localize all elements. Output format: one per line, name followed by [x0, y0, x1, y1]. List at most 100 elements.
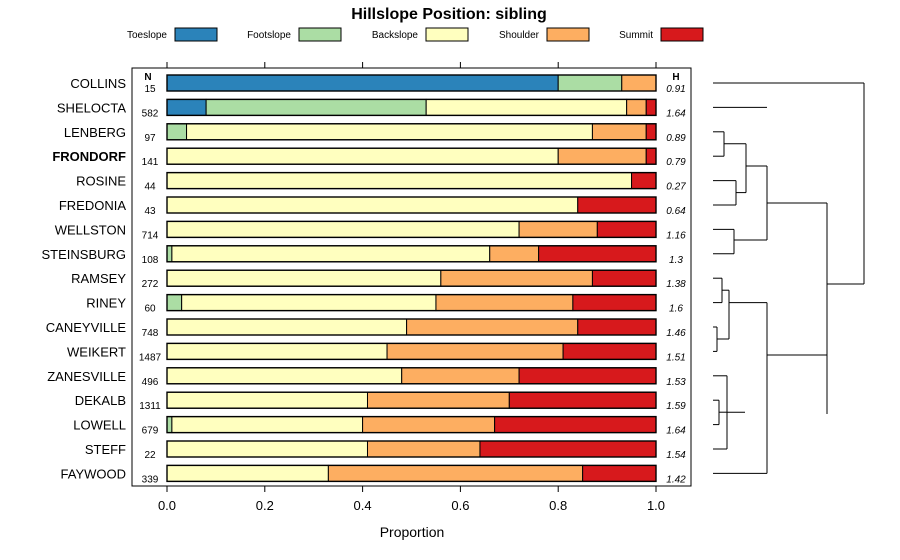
category-label-lenberg: LENBERG: [64, 125, 126, 140]
h-value-dekalb: 1.59: [666, 401, 686, 412]
bar-lenberg-summit: [645, 123, 657, 141]
h-value-frondorf: 0.79: [666, 157, 686, 168]
legend-swatch-toeslope: [174, 27, 218, 42]
bar-frondorf-backslope: [166, 147, 559, 165]
bar-rosine-summit: [631, 172, 657, 190]
bar-steinsburg-shoulder: [489, 245, 540, 263]
n-value-riney: 60: [144, 304, 156, 315]
h-value-wellston: 1.16: [666, 230, 686, 241]
n-value-dekalb: 1311: [139, 401, 161, 412]
bar-outline-weikert: [166, 342, 657, 361]
bar-outline-zanesville: [166, 367, 657, 385]
bar-frondorf-summit: [645, 147, 657, 165]
bar-lowell-shoulder: [362, 416, 496, 434]
bar-steff-summit: [479, 440, 657, 458]
bar-outline-steinsburg: [166, 245, 657, 263]
row-frondorf: FRONDORF 141 0.79: [52, 147, 686, 168]
bar-wellston-shoulder: [518, 220, 598, 238]
bar-zanesville-summit: [518, 367, 657, 385]
h-value-rosine: 0.27: [666, 182, 686, 193]
bar-lowell-summit: [494, 416, 657, 434]
h-value-zanesville: 1.53: [666, 377, 686, 388]
row-fredonia: FREDONIA 43 0.64: [59, 196, 686, 217]
bar-wellston-summit: [596, 220, 657, 238]
bar-collins-footslope: [557, 74, 623, 92]
bar-caneyville-backslope: [166, 318, 408, 336]
bar-outline-faywood: [166, 464, 657, 483]
bar-frondorf-shoulder: [557, 147, 647, 165]
category-label-caneyville: CANEYVILLE: [46, 320, 127, 335]
x-tick-label-2: 0.4: [354, 498, 372, 513]
bar-weikert-backslope: [166, 342, 388, 360]
category-label-lowell: LOWELL: [73, 418, 126, 433]
legend-label-summit: Summit: [619, 30, 653, 41]
bar-riney-footslope: [166, 294, 183, 312]
row-dekalb: DEKALB 1311 1.59: [75, 391, 686, 412]
legend: Toeslope Footslope Backslope Shoulder Summit: [127, 27, 704, 42]
n-value-zanesville: 496: [142, 377, 159, 388]
bar-outline-collins: [166, 74, 657, 92]
row-shelocta: SHELOCTA 582 1.64: [57, 98, 686, 119]
legend-label-footslope: Footslope: [247, 30, 291, 41]
row-ramsey: RAMSEY 272 1.38: [71, 269, 686, 290]
category-label-shelocta: SHELOCTA: [57, 100, 126, 115]
bar-fredonia-backslope: [166, 196, 579, 214]
row-faywood: FAYWOOD 339 1.42: [61, 464, 686, 485]
chart-title: Hillslope Position: sibling: [351, 6, 547, 23]
h-value-lowell: 1.64: [666, 426, 686, 437]
bar-outline-steff: [166, 440, 657, 458]
n-value-caneyville: 748: [142, 328, 159, 339]
bar-outline-riney: [166, 293, 657, 312]
bar-weikert-summit: [562, 342, 657, 360]
n-value-weikert: 1487: [139, 352, 162, 363]
category-label-wellston: WELLSTON: [55, 222, 126, 237]
bar-steinsburg-footslope: [166, 245, 173, 263]
bar-steinsburg-summit: [538, 245, 657, 263]
bar-lenberg-footslope: [166, 123, 188, 141]
x-tick-label-5: 1.0: [647, 498, 665, 513]
legend-label-backslope: Backslope: [372, 30, 419, 41]
row-zanesville: ZANESVILLE 496 1.53: [47, 367, 686, 388]
bar-dekalb-backslope: [166, 391, 368, 409]
row-collins: COLLINS 15 0.91: [70, 74, 686, 95]
x-tick-label-0: 0.0: [158, 498, 176, 513]
bar-zanesville-backslope: [166, 367, 403, 385]
n-value-fredonia: 43: [144, 206, 156, 217]
category-label-steinsburg: STEINSBURG: [41, 247, 126, 262]
bar-faywood-summit: [582, 464, 657, 482]
n-value-wellston: 714: [142, 230, 159, 241]
h-value-collins: 0.91: [666, 84, 685, 95]
category-label-frondorf: FRONDORF: [52, 149, 126, 164]
x-tick-label-4: 0.8: [549, 498, 567, 513]
h-value-caneyville: 1.46: [666, 328, 686, 339]
bar-outline-wellston: [166, 220, 657, 239]
n-value-faywood: 339: [142, 474, 159, 485]
h-value-riney: 1.6: [669, 304, 683, 315]
bar-ramsey-summit: [591, 269, 657, 287]
bar-steinsburg-backslope: [171, 245, 491, 263]
bar-dekalb-summit: [508, 391, 657, 409]
bar-riney-summit: [572, 294, 657, 312]
n-value-steinsburg: 108: [142, 255, 159, 266]
bar-outline-fredonia: [166, 196, 657, 214]
legend-label-shoulder: Shoulder: [499, 30, 540, 41]
bar-faywood-backslope: [166, 464, 329, 482]
bar-fredonia-summit: [577, 196, 657, 214]
row-steff: STEFF 22 1.54: [85, 440, 686, 461]
category-label-rosine: ROSINE: [76, 174, 126, 189]
x-axis-label: Proportion: [380, 524, 445, 540]
x-tick-label-1: 0.2: [256, 498, 274, 513]
row-rosine: ROSINE 44 0.27: [76, 171, 686, 193]
h-header: H: [672, 72, 679, 83]
bar-outline-dekalb: [166, 391, 657, 409]
x-axis: 0.0 0.2 0.4 0.6 0.8 1.0: [158, 62, 665, 513]
bar-steff-backslope: [166, 440, 368, 458]
h-value-lenberg: 0.89: [666, 133, 686, 144]
bar-zanesville-shoulder: [401, 367, 520, 385]
legend-swatch-backslope: [425, 27, 469, 42]
x-tick-label-3: 0.6: [451, 498, 469, 513]
bar-rosine-backslope: [166, 172, 633, 190]
legend-swatch-shoulder: [546, 27, 590, 42]
h-value-steinsburg: 1.3: [669, 255, 683, 266]
legend-swatch-footslope: [298, 27, 342, 42]
